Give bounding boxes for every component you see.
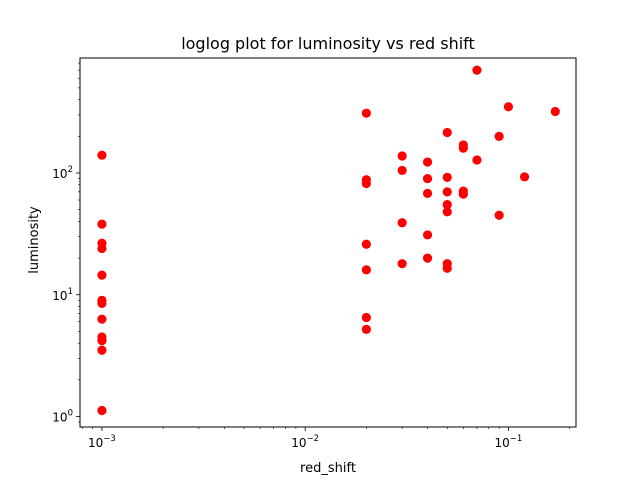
y-tick-label-base: 10 (52, 411, 67, 425)
x-tick-label-base: 10 (88, 436, 103, 450)
data-point (442, 127, 452, 138)
data-point (442, 172, 452, 183)
data-point (361, 108, 371, 118)
data-point (361, 265, 371, 275)
data-point (97, 298, 107, 308)
y-tick-label: 101 (52, 287, 73, 303)
data-point (519, 172, 530, 182)
x-tick-label-base: 10 (291, 436, 306, 450)
data-point (422, 230, 433, 240)
x-tick-label-exponent: −2 (307, 434, 320, 444)
data-point (442, 263, 452, 273)
x-axis-label: red_shift (300, 461, 356, 476)
y-tick-label-exponent: 0 (68, 409, 73, 419)
data-point (472, 65, 482, 75)
x-tick-label: 10−3 (88, 434, 116, 450)
data-point (422, 157, 433, 167)
data-point (422, 173, 433, 184)
y-tick-label-base: 10 (52, 167, 67, 181)
data-point (397, 218, 407, 228)
data-point (442, 187, 452, 197)
data-point (361, 178, 371, 189)
x-tick-label-exponent: −1 (510, 434, 523, 444)
data-point (494, 210, 504, 220)
data-point (472, 155, 482, 165)
data-point (458, 189, 468, 199)
data-point (97, 150, 107, 160)
x-tick-label: 10−2 (291, 434, 319, 450)
data-point (361, 312, 371, 323)
data-point (97, 270, 107, 280)
y-axis-label: luminosity (27, 206, 42, 274)
data-point (97, 314, 107, 324)
y-tick-label: 100 (52, 409, 73, 425)
x-tick-label-exponent: −3 (103, 434, 116, 444)
x-tick-label: 10−1 (495, 434, 523, 450)
data-points (97, 65, 560, 416)
data-point (397, 259, 407, 269)
data-point (97, 405, 107, 416)
data-point (397, 151, 407, 161)
chart-title: loglog plot for luminosity vs red shift (181, 34, 475, 53)
data-point (97, 336, 107, 346)
plot-area-frame (79, 57, 577, 428)
data-point (397, 165, 407, 176)
data-point (442, 200, 452, 210)
y-tick-label-exponent: 1 (68, 287, 73, 297)
data-point (361, 239, 371, 249)
y-tick-label-base: 10 (52, 289, 67, 303)
data-point (494, 131, 504, 141)
data-point (458, 143, 468, 153)
data-point (422, 188, 433, 198)
y-tick-label-exponent: 2 (68, 165, 73, 175)
data-point (361, 324, 371, 334)
data-point (422, 253, 433, 263)
data-point (97, 345, 107, 355)
y-tick-label: 102 (52, 165, 73, 181)
data-point (503, 102, 514, 112)
data-point (97, 219, 107, 229)
data-point (550, 106, 560, 117)
data-point (97, 243, 107, 254)
data-point (442, 207, 452, 217)
x-tick-label-base: 10 (495, 436, 510, 450)
